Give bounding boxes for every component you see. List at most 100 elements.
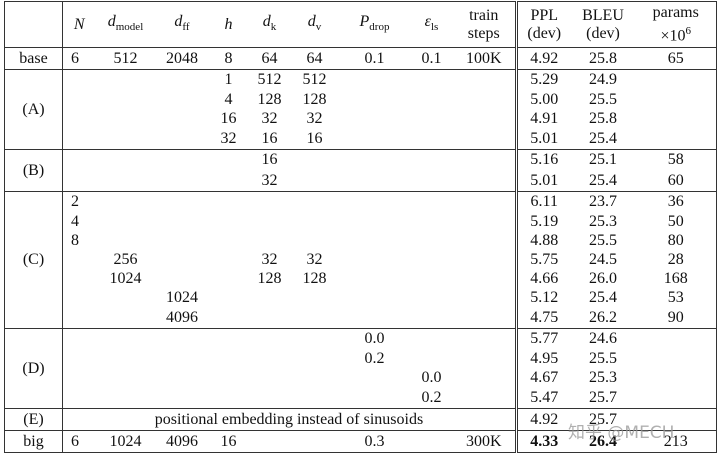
cell — [249, 213, 291, 232]
header-line: params — [652, 3, 699, 21]
cell — [96, 110, 156, 129]
cell — [156, 270, 209, 289]
cell — [156, 110, 209, 129]
cell — [96, 232, 156, 251]
cell — [453, 289, 517, 308]
cell: 23.7 — [570, 191, 636, 213]
column-header: train steps — [452, 1, 517, 48]
header-symbol: d — [107, 12, 116, 30]
cell: 5.77 — [515, 328, 571, 350]
cell — [209, 308, 249, 329]
cell: 64 — [248, 47, 291, 70]
cell: 0.2 — [364, 350, 385, 367]
cell — [63, 369, 96, 388]
table-row: base 6 512 2048 8 64 64 0.1 0.1 100K 4.92 25.8 65 — [4, 47, 717, 70]
cell — [95, 69, 156, 91]
cell: 5.29 — [515, 69, 571, 91]
table-row: 0.2 5.47 25.7 — [5, 387, 717, 409]
table-row: big 6 1024 4096 16 0.3 300K 4.33 26.4 213 — [4, 430, 717, 453]
cell — [208, 328, 249, 350]
cell: 25.3 — [589, 213, 617, 230]
cell — [209, 369, 249, 388]
cell: 100K — [452, 47, 517, 70]
cell — [249, 308, 291, 329]
cell: 2 — [62, 191, 96, 213]
cell: 4 — [224, 91, 233, 108]
cell — [636, 91, 717, 110]
cell: 168 — [663, 270, 688, 287]
cell — [208, 191, 249, 213]
cell — [411, 289, 453, 308]
cell: 25.1 — [570, 149, 636, 171]
cell — [453, 251, 517, 270]
cell: 65 — [635, 47, 717, 70]
cell: 4.91 — [515, 109, 571, 129]
table-row: 256 32 32 5.75 24.5 28 — [5, 250, 717, 270]
cell — [410, 328, 453, 350]
cell: 25.7 — [589, 388, 617, 406]
cell: 128 — [302, 91, 327, 108]
cell: 36 — [635, 191, 717, 213]
cell: 512 — [95, 47, 156, 70]
cell — [209, 350, 249, 369]
cell — [452, 69, 517, 91]
cell: 6 — [62, 47, 96, 70]
cell — [209, 232, 249, 251]
cell — [291, 213, 339, 232]
cell: 5.01 — [515, 128, 571, 150]
cell — [155, 69, 209, 91]
header-line: (dev) — [586, 24, 620, 42]
cell — [63, 251, 96, 270]
header-subscript: ff — [182, 21, 190, 34]
group-label: (A) — [4, 69, 63, 150]
cell: 25.8 — [589, 110, 617, 127]
cell — [209, 171, 249, 192]
cell: 25.4 — [589, 289, 617, 306]
cell — [156, 213, 209, 232]
cell — [209, 289, 249, 308]
cell — [96, 369, 156, 388]
cell: 26.4 — [570, 430, 636, 453]
cell: 4.92 — [515, 408, 571, 431]
table-row: 0.2 4.95 25.5 — [5, 349, 717, 369]
cell — [156, 369, 209, 388]
cell: 128 — [257, 91, 282, 108]
cell — [411, 350, 453, 369]
cell — [453, 129, 517, 150]
cell — [339, 388, 411, 409]
cell — [156, 91, 209, 110]
cell: 6.11 — [515, 191, 571, 213]
cell — [291, 308, 339, 329]
table-row: 1024 5.12 25.4 53 — [5, 288, 717, 308]
cell: 16 — [208, 430, 249, 453]
cell — [453, 388, 517, 409]
cell: 50 — [667, 213, 684, 230]
cell — [411, 129, 453, 150]
cell: 0.3 — [338, 430, 411, 453]
group-label: (D) — [4, 328, 63, 409]
cell: 64 — [290, 47, 339, 70]
column-header: BLEU (dev) — [570, 1, 636, 48]
column-header: εls — [410, 1, 453, 48]
cell: 16 — [261, 129, 278, 147]
group-label: (E) — [4, 408, 63, 431]
watermark: 知乎 @MECH — [568, 423, 675, 443]
cell — [338, 149, 411, 171]
cell — [339, 213, 411, 232]
cell — [209, 388, 249, 409]
cell: 25.4 — [589, 129, 617, 147]
table-row: 32 5.01 25.4 60 — [5, 170, 717, 192]
cell: 4.67 — [515, 368, 571, 388]
cell — [63, 110, 96, 129]
cell — [96, 213, 156, 232]
cell — [453, 171, 517, 192]
cell: 213 — [635, 430, 717, 453]
cell — [63, 270, 96, 289]
cell: 0.1 — [338, 47, 411, 70]
cell — [249, 232, 291, 251]
header-line: BLEU — [582, 6, 624, 24]
cell — [96, 350, 156, 369]
header-symbol: d — [262, 12, 271, 30]
